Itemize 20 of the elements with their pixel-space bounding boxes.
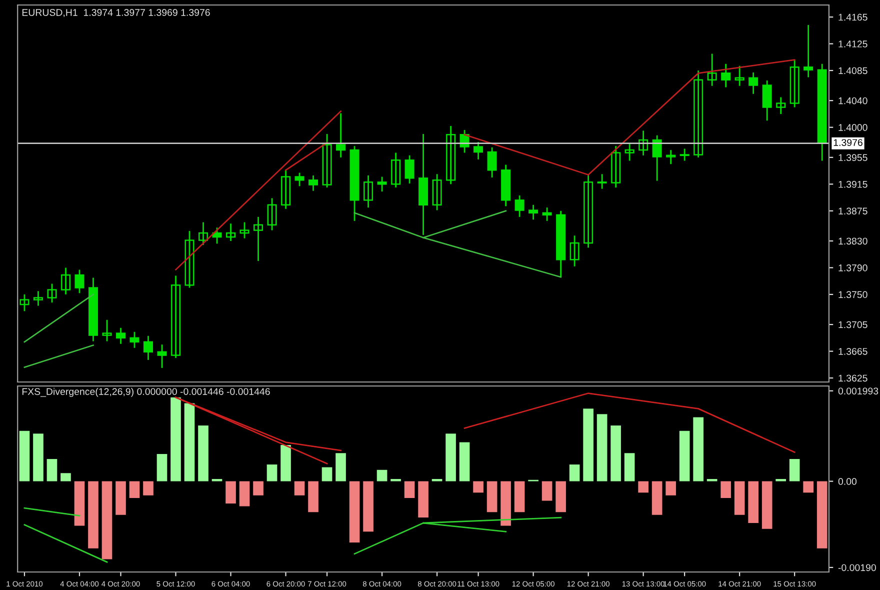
y-tick-label: 1.3790 bbox=[838, 264, 868, 272]
y-tick-label: 0.00 bbox=[838, 478, 857, 485]
y-tick-label: 1.3625 bbox=[838, 374, 868, 382]
y-tick-label: 1.4085 bbox=[838, 67, 868, 74]
y-tick-label: 0.001993 bbox=[838, 388, 878, 394]
y-tick-label: 1.3750 bbox=[838, 291, 868, 298]
y-tick-label: 1.3705 bbox=[838, 321, 868, 328]
y-tick-label: 1.3665 bbox=[838, 348, 868, 355]
chart-title: FXS_Divergence(12,26,9) 0.000000 -0.001446 -0.001446 bbox=[22, 388, 270, 397]
y-tick-label: 1.3830 bbox=[838, 238, 868, 245]
chart-title: EURUSD,H1 1.3974 1.3977 1.3969 1.3976 bbox=[22, 9, 210, 18]
y-tick-label: 1.4125 bbox=[838, 40, 868, 48]
y-tick-label: 1.4000 bbox=[838, 124, 868, 131]
y-tick-label: 1.3915 bbox=[838, 180, 868, 188]
y-tick-label: 1.3955 bbox=[838, 154, 868, 162]
ref-line-label: 1.3976 bbox=[834, 139, 862, 146]
y-tick-label: -0.00190 bbox=[838, 564, 876, 572]
y-tick-label: 1.4165 bbox=[838, 14, 868, 21]
y-tick-label: 1.3875 bbox=[838, 208, 868, 214]
y-tick-label: 1.4040 bbox=[838, 97, 868, 104]
